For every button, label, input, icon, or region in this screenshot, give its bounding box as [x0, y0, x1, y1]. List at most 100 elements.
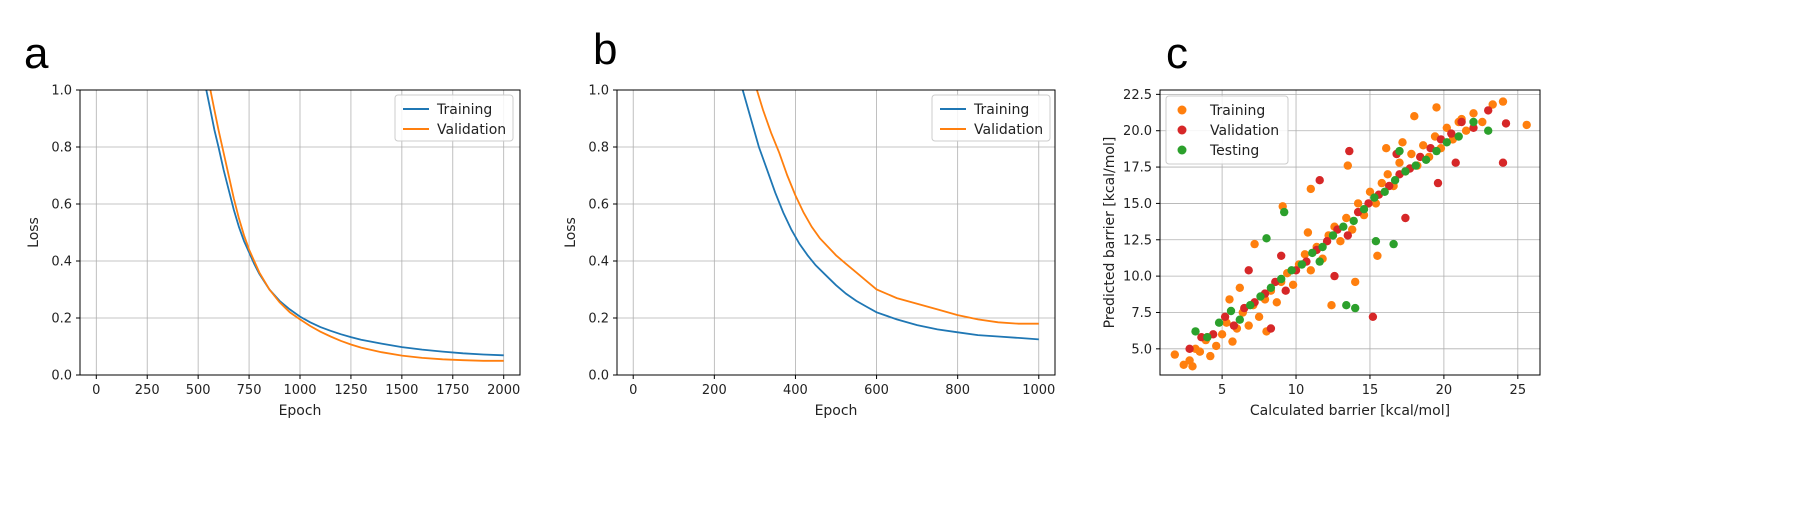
y-tick-label: 0.6 [588, 198, 609, 213]
point-validation [1368, 312, 1378, 321]
x-axis-label: Epoch [815, 403, 858, 419]
point-training [1195, 347, 1205, 356]
point-training [1395, 158, 1404, 167]
y-tick-label: 0.4 [588, 255, 609, 270]
point-training [1217, 330, 1227, 339]
point-validation [1330, 271, 1339, 281]
legend-label-training: Training [1209, 103, 1265, 119]
point-testing [1370, 193, 1379, 202]
x-tick-label: 25 [1510, 383, 1527, 398]
point-testing [1432, 146, 1441, 156]
point-training [1348, 225, 1357, 234]
y-tick-label: 0.2 [51, 312, 72, 327]
x-tick-label: 1750 [436, 383, 469, 398]
panel-b: b 0 200 400 600 800 1000 0.0 0.2 0.4 0.6 0.8 1.0 Epoc… [563, 25, 1056, 419]
point-testing [1442, 138, 1452, 147]
point-testing [1411, 161, 1421, 170]
panel-c: c 5 10 15 20 25 5.0 7.5 10.0 12.5 15.0 17.5 20.0 22.5… [1102, 29, 1541, 419]
point-validation [1469, 123, 1478, 132]
point-testing [1277, 274, 1286, 284]
x-tick-label: 600 [864, 383, 889, 398]
series-line-training [741, 90, 1039, 341]
x-tick-label: 1250 [334, 383, 367, 398]
y-tick-label: 0.0 [588, 369, 609, 384]
point-testing [1342, 301, 1351, 310]
point-testing [1421, 155, 1431, 164]
point-training [1398, 138, 1407, 147]
point-testing [1390, 176, 1400, 185]
y-tick-label: 0.8 [588, 141, 609, 156]
point-training [1351, 277, 1360, 287]
point-testing [1339, 222, 1348, 231]
point-testing [1235, 315, 1245, 324]
point-training [1353, 199, 1363, 208]
point-validation [1322, 237, 1332, 246]
legend-label-training: Training [436, 102, 492, 118]
point-validation [1484, 106, 1493, 115]
point-training [1365, 187, 1375, 196]
x-tick-label: 500 [186, 383, 211, 398]
point-training [1188, 362, 1197, 371]
point-training [1327, 301, 1336, 310]
legend-swatch-testing [1177, 145, 1187, 155]
y-tick-label: 0.6 [51, 198, 72, 213]
legend-box [1165, 95, 1289, 165]
point-validation [1498, 158, 1508, 167]
panel-a: a 0 250 500 750 1000 1250 1500 1750 2000 0.0 0.2 0.4… [24, 29, 521, 419]
point-training [1206, 351, 1215, 361]
point-validation [1501, 119, 1511, 128]
point-testing [1328, 231, 1338, 240]
legend: Training Validation Testing [1165, 95, 1289, 165]
y-tick-label: 10.0 [1123, 270, 1152, 285]
point-validation [1343, 231, 1353, 240]
series-line-validation [209, 90, 504, 362]
point-training [1343, 161, 1353, 170]
point-testing [1395, 146, 1404, 156]
point-training [1377, 178, 1387, 188]
legend: Training Validation [931, 94, 1051, 142]
point-validation [1433, 178, 1443, 188]
y-axis-label: Loss [26, 217, 42, 248]
point-testing [1226, 306, 1236, 316]
plot-frame [616, 89, 1056, 376]
point-testing [1389, 239, 1398, 249]
x-tick-label: 400 [783, 383, 808, 398]
point-testing [1318, 242, 1327, 252]
point-testing [1256, 292, 1265, 301]
point-training [1288, 280, 1298, 289]
point-testing [1262, 234, 1271, 243]
x-tick-label: 250 [135, 383, 160, 398]
y-tick-label: 7.5 [1131, 306, 1152, 321]
point-validation [1364, 199, 1373, 208]
point-validation [1447, 129, 1456, 138]
x-tick-label: 0 [629, 383, 637, 398]
point-validation [1185, 344, 1194, 353]
panel-letter-c: c [1166, 29, 1188, 78]
point-training [1410, 112, 1419, 121]
panel-letter-a: a [24, 29, 49, 78]
point-testing [1359, 205, 1369, 214]
point-training [1442, 123, 1452, 132]
point-training [1373, 251, 1382, 260]
y-tick-label: 15.0 [1123, 197, 1152, 212]
point-testing [1454, 132, 1463, 141]
point-validation [1345, 146, 1354, 156]
x-axis-label: Calculated barrier [kcal/mol] [1250, 403, 1450, 419]
x-tick-label: 5 [1218, 383, 1226, 398]
x-tick-label: 2000 [487, 383, 520, 398]
point-testing [1401, 167, 1410, 176]
point-training [1250, 239, 1259, 249]
x-tick-label: 800 [945, 383, 970, 398]
point-testing [1203, 333, 1212, 342]
point-testing [1191, 327, 1200, 336]
point-validation [1451, 158, 1460, 167]
point-testing [1266, 283, 1276, 292]
legend: Training Validation [394, 94, 514, 142]
point-training [1342, 213, 1351, 223]
y-tick-label: 20.0 [1123, 124, 1152, 139]
point-training [1228, 337, 1237, 346]
point-validation [1244, 266, 1253, 275]
point-validation [1401, 213, 1410, 223]
point-training [1225, 295, 1234, 304]
point-validation [1281, 286, 1290, 295]
